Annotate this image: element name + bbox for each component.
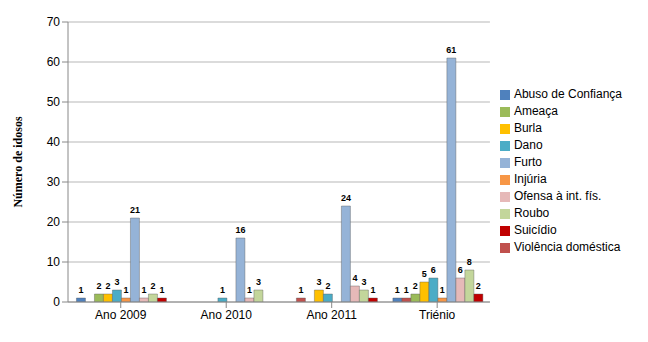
- svg-text:3: 3: [114, 277, 119, 287]
- svg-text:3: 3: [361, 277, 366, 287]
- svg-text:1: 1: [141, 285, 146, 295]
- svg-text:60: 60: [47, 55, 61, 69]
- svg-text:4: 4: [352, 273, 357, 283]
- svg-text:0: 0: [53, 295, 60, 309]
- html-text:Roubo: Roubo: [513, 206, 550, 220]
- svg-text:Ano 2011: Ano 2011: [306, 308, 357, 322]
- svg-text:2: 2: [325, 281, 330, 291]
- svg-text:2: 2: [96, 281, 101, 291]
- svg-text:2: 2: [413, 281, 418, 291]
- svg-text:1: 1: [159, 285, 164, 295]
- svg-text:5: 5: [422, 269, 427, 279]
- html-text:Suicídio: Suicídio: [513, 223, 557, 237]
- svg-text:24: 24: [341, 193, 351, 203]
- svg-text:Triénio: Triénio: [419, 308, 456, 322]
- svg-text:10: 10: [47, 255, 61, 269]
- svg-text:2: 2: [476, 281, 481, 291]
- svg-text:1: 1: [220, 285, 225, 295]
- svg-text:2: 2: [105, 281, 110, 291]
- svg-text:1: 1: [123, 285, 128, 295]
- svg-text:Número de idosos: Número de idosos: [11, 116, 25, 207]
- html-text:Dano: Dano: [513, 138, 543, 152]
- svg-text:21: 21: [130, 205, 140, 215]
- svg-text:8: 8: [467, 257, 472, 267]
- html-text:Ofensa à int. fís.: Ofensa à int. fís.: [513, 189, 602, 203]
- svg-text:1: 1: [78, 285, 83, 295]
- svg-text:6: 6: [431, 265, 436, 275]
- html-text:Ameaça: Ameaça: [513, 104, 558, 118]
- svg-text:3: 3: [256, 277, 261, 287]
- html-text:Furto: Furto: [513, 155, 542, 169]
- svg-text:1: 1: [247, 285, 252, 295]
- svg-text:3: 3: [316, 277, 321, 287]
- html-text:Violência doméstica: Violência doméstica: [513, 240, 621, 254]
- html-text:Abuso de Confiança: Abuso de Confiança: [513, 87, 622, 101]
- svg-text:1: 1: [395, 285, 400, 295]
- svg-text:Ano 2010: Ano 2010: [201, 308, 253, 322]
- svg-text:70: 70: [47, 15, 61, 29]
- svg-text:6: 6: [458, 265, 463, 275]
- svg-text:20: 20: [47, 215, 61, 229]
- html-text:Injúria: Injúria: [513, 172, 547, 186]
- svg-text:1: 1: [298, 285, 303, 295]
- svg-text:Ano 2009: Ano 2009: [95, 308, 147, 322]
- svg-text:1: 1: [404, 285, 409, 295]
- svg-text:61: 61: [446, 45, 456, 55]
- svg-text:40: 40: [47, 135, 61, 149]
- svg-text:16: 16: [235, 225, 245, 235]
- svg-text:2: 2: [150, 281, 155, 291]
- svg-text:1: 1: [440, 285, 445, 295]
- svg-text:30: 30: [47, 175, 61, 189]
- svg-text:1: 1: [370, 285, 375, 295]
- html-text:Burla: Burla: [513, 121, 542, 135]
- svg-text:50: 50: [47, 95, 61, 109]
